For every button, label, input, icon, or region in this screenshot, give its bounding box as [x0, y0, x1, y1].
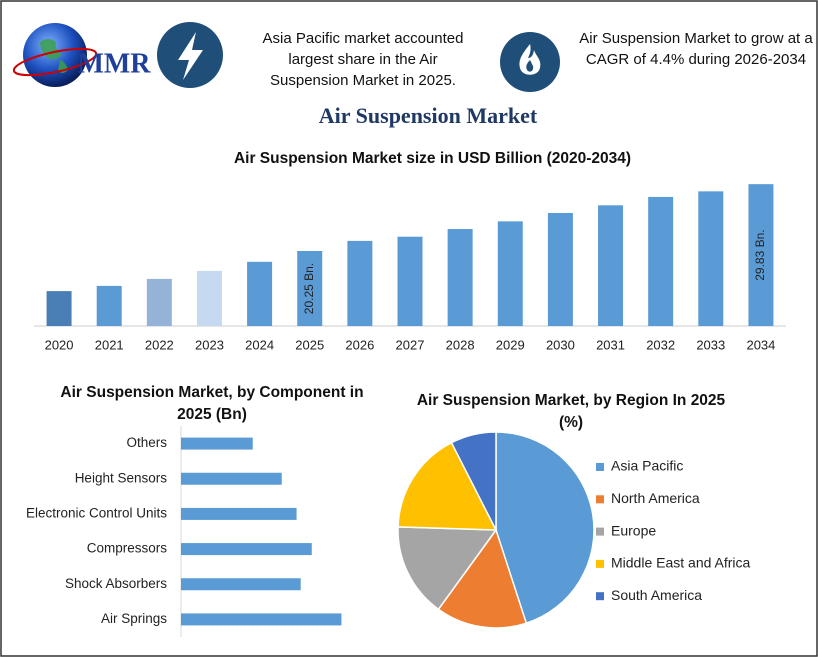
x-tick-label: 2020: [45, 337, 74, 352]
bolt: [178, 32, 203, 80]
x-tick-label: 2033: [696, 337, 725, 352]
bar: [196, 270, 222, 326]
bar: [297, 251, 323, 326]
main-title: Air Suspension Market: [318, 103, 538, 128]
x-tick-label: 2032: [646, 337, 675, 352]
legend-marker: [596, 495, 604, 504]
bar: [247, 261, 273, 326]
pie-slice: [495, 431, 595, 625]
y-tick-label: Compressors: [87, 541, 168, 556]
logo-text: MMR: [77, 48, 151, 79]
y-tick-label: Height Sensors: [75, 470, 168, 485]
chart-title: Air Suspension Market size in USD Billio…: [233, 150, 632, 167]
bar: [181, 578, 301, 591]
legend-label: Europe: [611, 522, 656, 538]
logo-orbit: [12, 47, 98, 77]
y-tick-label: Electronic Control Units: [26, 505, 167, 520]
pie-slice: [437, 528, 528, 629]
legend-label: North America: [611, 490, 700, 506]
chart-title: Air Suspension Market, by Component in 2…: [60, 384, 364, 423]
bar: [347, 240, 373, 326]
x-tick-label: 2026: [345, 337, 374, 352]
legend-marker: [596, 592, 604, 601]
bar: [497, 221, 523, 326]
bar: [96, 285, 122, 326]
legend-label: Middle East and Africa: [611, 555, 751, 571]
x-tick-label: 2024: [245, 337, 274, 352]
legend-label: Asia Pacific: [611, 458, 683, 474]
logo-land: [40, 39, 68, 73]
data-label: 29.83 Bn.: [753, 229, 767, 280]
x-tick-label: 2021: [95, 337, 124, 352]
legend-marker: [596, 527, 604, 536]
legend-label: South America: [611, 587, 702, 603]
pie-slice: [450, 431, 497, 531]
fact-text: Asia Pacific market accounted largest sh…: [262, 30, 464, 89]
bar: [598, 205, 624, 326]
bar: [547, 212, 573, 326]
x-tick-label: 2027: [396, 337, 425, 352]
bar: [46, 291, 72, 326]
chart-title: Air Suspension Market, by Region In 2025…: [416, 392, 726, 431]
y-tick-label: Shock Absorbers: [65, 576, 167, 591]
flame: [519, 44, 541, 75]
y-tick-label: Others: [126, 435, 167, 450]
bar: [181, 543, 312, 556]
legend-marker: [596, 463, 604, 471]
icon-bolt: [157, 22, 223, 88]
bar: [748, 184, 774, 326]
bar: [146, 278, 172, 326]
bar: [181, 613, 342, 626]
x-tick-label: 2034: [746, 337, 775, 352]
logo: MMR: [12, 23, 151, 87]
x-tick-label: 2023: [195, 337, 224, 352]
bar: [181, 507, 297, 520]
x-tick-label: 2028: [446, 337, 475, 352]
bar: [447, 229, 473, 326]
fact-text: Air Suspension Market to grow at a CAGR …: [579, 30, 813, 68]
legend-marker: [596, 559, 604, 568]
bar: [181, 472, 282, 485]
x-tick-label: 2031: [596, 337, 625, 352]
bar: [397, 236, 423, 326]
bar: [698, 191, 724, 326]
pie-slice: [397, 526, 498, 611]
bar: [648, 196, 674, 326]
x-tick-label: 2030: [546, 337, 575, 352]
x-tick-label: 2025: [295, 337, 324, 352]
bar: [181, 437, 253, 450]
pie-slice: [397, 441, 498, 531]
data-label: 20.25 Bn.: [302, 263, 316, 314]
x-tick-label: 2029: [496, 337, 525, 352]
icon-flame: [500, 32, 560, 92]
flame-core: [526, 60, 534, 72]
y-tick-label: Air Springs: [101, 611, 167, 626]
x-tick-label: 2022: [145, 337, 174, 352]
